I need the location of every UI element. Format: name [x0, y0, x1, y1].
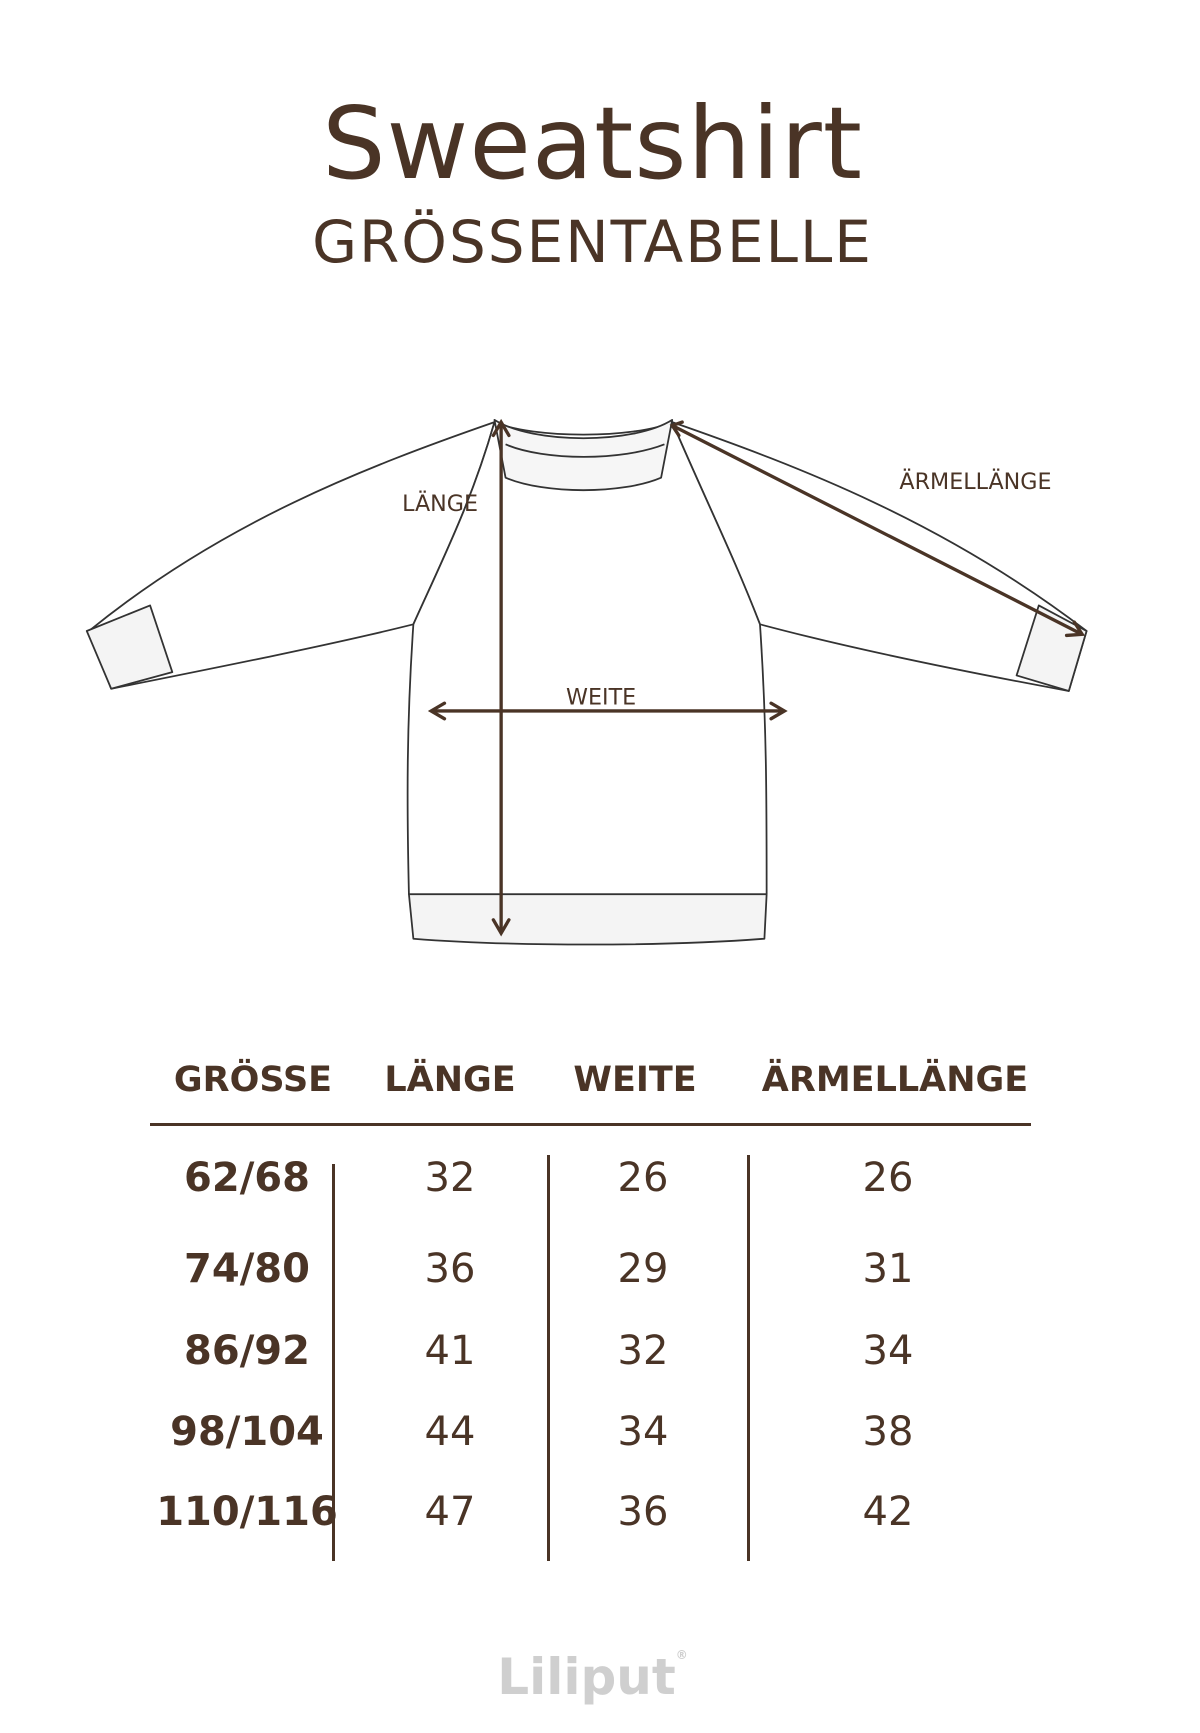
cell-width: 32: [617, 1328, 669, 1374]
header-size: GRÖSSE: [173, 1060, 333, 1100]
header-width: WEITE: [573, 1060, 697, 1100]
cell-size: 98/104: [170, 1409, 324, 1455]
cell-length: 47: [424, 1489, 476, 1535]
cell-width: 29: [617, 1246, 669, 1292]
header-divider: [150, 1123, 1031, 1126]
body: [406, 421, 768, 896]
cell-width: 26: [617, 1155, 669, 1201]
collar: [493, 419, 674, 491]
cell-sleeve: 42: [862, 1489, 914, 1535]
column-divider: [332, 1164, 335, 1561]
header-sleeve: ÄRMELLÄNGE: [761, 1060, 1029, 1100]
length-label: LÄNGE: [402, 489, 478, 517]
page-subtitle: GRÖSSENTABELLE: [312, 208, 873, 276]
width-label: WEITE: [566, 684, 636, 710]
cell-size: 110/116: [156, 1489, 338, 1535]
cell-length: 41: [424, 1328, 476, 1374]
cell-size: 62/68: [184, 1155, 310, 1201]
cell-width: 34: [617, 1409, 669, 1455]
cell-width: 36: [617, 1489, 669, 1535]
sleeve-arrow: [672, 424, 1082, 635]
brand-logo: Liliput®: [0, 1648, 1185, 1706]
registered-mark: ®: [675, 1648, 688, 1662]
hem: [408, 893, 768, 946]
cell-sleeve: 34: [862, 1328, 914, 1374]
cell-length: 32: [424, 1155, 476, 1201]
header-length: LÄNGE: [384, 1060, 516, 1100]
column-divider: [547, 1155, 550, 1561]
page-title: Sweatshirt: [322, 85, 863, 202]
left-cuff: [85, 604, 174, 690]
brand-name: Liliput: [497, 1648, 676, 1706]
cell-length: 44: [424, 1409, 476, 1455]
cell-length: 36: [424, 1246, 476, 1292]
cell-sleeve: 31: [862, 1246, 914, 1292]
cell-sleeve: 38: [862, 1409, 914, 1455]
sleeve-label: ÄRMELLÄNGE: [899, 467, 1051, 495]
cell-size: 74/80: [184, 1246, 310, 1292]
cell-sleeve: 26: [862, 1155, 914, 1201]
cell-size: 86/92: [184, 1328, 310, 1374]
column-divider: [747, 1155, 750, 1561]
